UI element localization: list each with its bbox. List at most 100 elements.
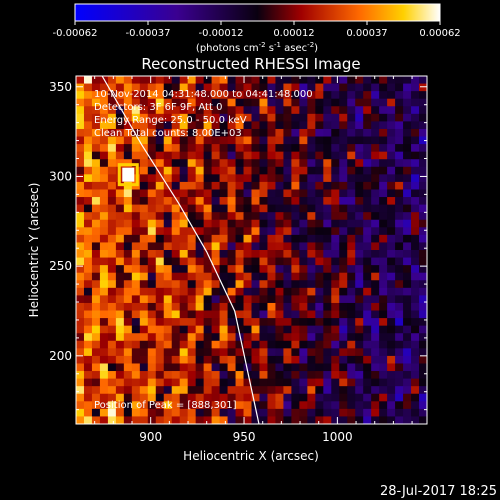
heatmap-cell (91, 151, 101, 160)
heatmap-cell (203, 166, 213, 175)
heatmap-cell (179, 83, 189, 92)
heatmap-cell (123, 189, 133, 198)
heatmap-cell (267, 265, 276, 274)
heatmap-cell (219, 363, 228, 372)
heatmap-cell (179, 287, 189, 296)
heatmap-cell (139, 272, 149, 281)
heatmap-cell (395, 371, 404, 380)
heatmap-cell (251, 333, 260, 342)
heatmap-cell (291, 76, 300, 84)
heatmap-cell (107, 212, 117, 221)
heatmap-cell (411, 83, 420, 92)
heatmap-cell (307, 212, 316, 221)
heatmap-cell (203, 151, 213, 160)
heatmap-cell (155, 386, 165, 395)
heatmap-cell (347, 333, 356, 342)
heatmap-cell (331, 333, 340, 342)
heatmap-cell (219, 91, 228, 100)
heatmap-cell (187, 371, 197, 380)
heatmap-cell (259, 98, 268, 107)
heatmap-cell (139, 265, 149, 274)
heatmap-cell (219, 295, 228, 304)
heatmap-cell (259, 174, 268, 183)
heatmap-cell (123, 151, 133, 160)
heatmap-cell (267, 333, 276, 342)
heatmap-cell (339, 416, 348, 424)
heatmap-cell (131, 310, 141, 319)
heatmap-cell (291, 174, 300, 183)
heatmap-cell (355, 408, 364, 417)
heatmap-cell (147, 121, 157, 130)
heatmap-cell (347, 113, 356, 122)
heatmap-cell (211, 302, 220, 311)
heatmap-cell (275, 234, 284, 243)
heatmap-cell (235, 166, 244, 175)
heatmap-cell (99, 106, 109, 115)
heatmap-cell (211, 310, 220, 319)
heatmap-cell (307, 151, 316, 160)
heatmap-cell (267, 83, 276, 92)
heatmap-cell (283, 287, 292, 296)
heatmap-cell (275, 318, 284, 327)
heatmap-cell (235, 174, 244, 183)
heatmap-cell (403, 318, 412, 327)
heatmap-cell (299, 348, 308, 357)
heatmap-cell (243, 189, 252, 198)
heatmap-cell (251, 363, 260, 372)
heatmap-cell (315, 204, 324, 213)
heatmap-cell (155, 401, 165, 410)
heatmap-cell (323, 310, 332, 319)
heatmap-cell (339, 287, 348, 296)
heatmap-cell (211, 136, 220, 145)
heatmap-cell (243, 272, 252, 281)
heatmap-cell (115, 197, 125, 206)
heatmap-cell (275, 386, 284, 395)
heatmap-cell (243, 166, 252, 175)
heatmap-cell (123, 401, 133, 410)
heatmap-cell (219, 333, 228, 342)
heatmap-cell (323, 302, 332, 311)
heatmap-cell (347, 91, 356, 100)
heatmap-cell (291, 348, 300, 357)
heatmap-cell (291, 302, 300, 311)
heatmap-cell (227, 302, 236, 311)
heatmap-cell (227, 212, 236, 221)
heatmap-cell (91, 189, 101, 198)
heatmap-cell (267, 257, 276, 266)
heatmap-cell (379, 98, 388, 107)
heatmap-cell (331, 280, 340, 289)
heatmap-cell (331, 242, 340, 251)
heatmap-cell (395, 310, 404, 319)
heatmap-cell (123, 257, 133, 266)
heatmap-cell (76, 159, 85, 168)
heatmap-cell (227, 318, 236, 327)
heatmap-cell (411, 340, 420, 349)
heatmap-cell (387, 333, 396, 342)
heatmap-cell (339, 333, 348, 342)
heatmap-cell (267, 91, 276, 100)
heatmap-cell (107, 340, 117, 349)
heatmap-cell (163, 242, 173, 251)
heatmap-cell (323, 83, 332, 92)
heatmap-cell (371, 98, 380, 107)
heatmap-cell (339, 257, 348, 266)
heatmap-cell (251, 113, 260, 122)
heatmap-cell (307, 121, 316, 130)
heatmap-cell (331, 318, 340, 327)
heatmap-cell (91, 333, 101, 342)
heatmap-cell (163, 151, 173, 160)
heatmap-cell (403, 386, 412, 395)
heatmap-cell (259, 151, 268, 160)
heatmap-cell (131, 128, 141, 137)
heatmap-cell (195, 393, 205, 402)
heatmap-cell (339, 189, 348, 198)
heatmap-cell (411, 181, 420, 190)
heatmap-cell (355, 181, 364, 190)
heatmap-cell (307, 144, 316, 153)
heatmap-cell (123, 144, 133, 153)
heatmap-cell (363, 219, 372, 228)
heatmap-cell (331, 144, 340, 153)
heatmap-cell (76, 106, 85, 115)
heatmap-cell (283, 325, 292, 334)
heatmap-cell (315, 234, 324, 243)
